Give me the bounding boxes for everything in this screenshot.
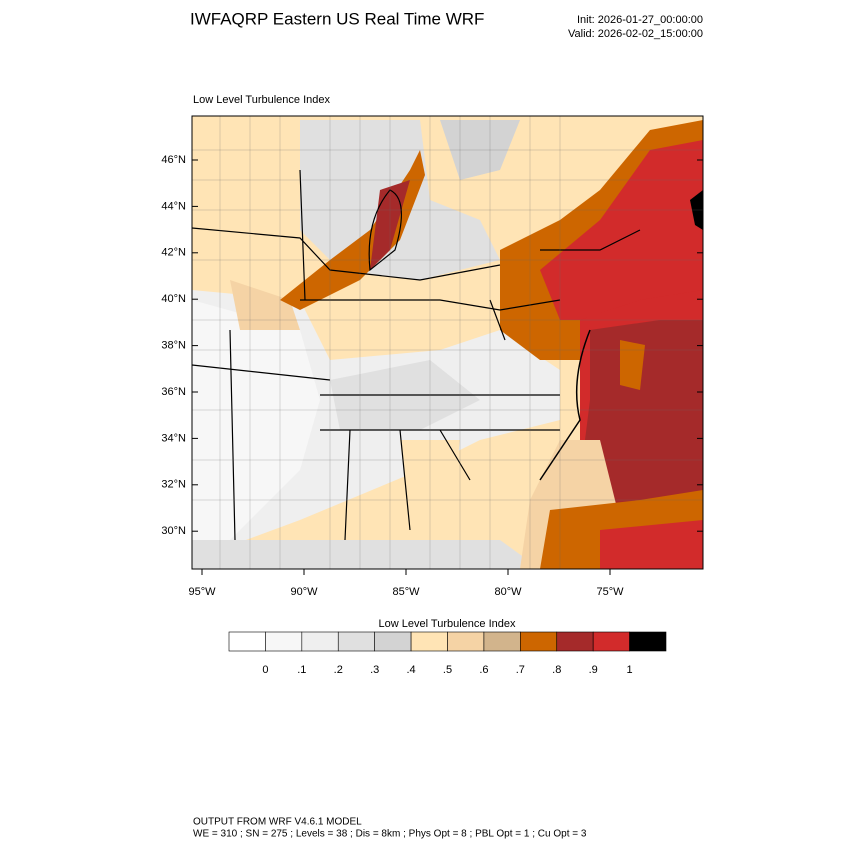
colorbar-label: .3 [370, 664, 379, 676]
colorbar-box [374, 631, 412, 652]
map-frame [191, 115, 704, 570]
lat-label: 42°N [161, 247, 186, 259]
colorbar-label: .9 [589, 664, 598, 676]
colorbar-label: .4 [406, 664, 415, 676]
title: IWFAQRP Eastern US Real Time WRF [190, 9, 484, 28]
colorbar-box [592, 631, 630, 652]
colorbar-label: 0 [262, 664, 268, 676]
colorbar-box [520, 631, 558, 652]
lon-label: 95°W [188, 586, 216, 598]
lat-label: 38°N [161, 340, 186, 352]
lon-label: 90°W [290, 586, 318, 598]
colorbar-box [629, 631, 667, 652]
lat-label: 44°N [161, 200, 186, 212]
colorbar-box [337, 631, 375, 652]
lon-label: 75°W [596, 586, 624, 598]
valid-time: Valid: 2026-02-02_15:00:00 [568, 28, 703, 40]
colorbar-label: .5 [443, 664, 452, 676]
colorbar: 0 .1 .2 .3 .4 .5 .6 .7 .8 .9 1 [228, 631, 667, 676]
map-title: Low Level Turbulence Index [193, 94, 330, 106]
colorbar-box [483, 631, 521, 652]
lat-label: 34°N [161, 432, 186, 444]
colorbar-label: 1 [627, 664, 633, 676]
lon-label: 80°W [494, 586, 522, 598]
colorbar-label: .7 [516, 664, 525, 676]
colorbar-box [410, 631, 448, 652]
colorbar-label: .6 [479, 664, 488, 676]
colorbar-label: .2 [334, 664, 343, 676]
init-time: Init: 2026-01-27_00:00:00 [577, 14, 703, 26]
colorbar-label: .1 [297, 664, 306, 676]
colorbar-box [447, 631, 485, 652]
colorbar-box [301, 631, 339, 652]
colorbar-label: .8 [552, 664, 561, 676]
map-axes: 46°N 44°N 42°N 40°N 38°N 36°N 34°N 32°N 30°N 95°W… [161, 154, 703, 598]
footer-line: OUTPUT FROM WRF V4.6.1 MODEL [193, 817, 362, 828]
lat-label: 40°N [161, 293, 186, 305]
colorbar-box [265, 631, 303, 652]
lat-label: 30°N [161, 525, 186, 537]
legend-title: Low Level Turbulence Index [379, 618, 516, 630]
colorbar-box [228, 631, 266, 652]
lat-label: 36°N [161, 386, 186, 398]
lat-label: 46°N [161, 154, 186, 166]
lon-label: 85°W [392, 586, 420, 598]
colorbar-box [556, 631, 594, 652]
map-field [192, 116, 703, 569]
lat-label: 32°N [161, 479, 186, 491]
footer-line: WE = 310 ; SN = 275 ; Levels = 38 ; Dis … [193, 829, 587, 840]
